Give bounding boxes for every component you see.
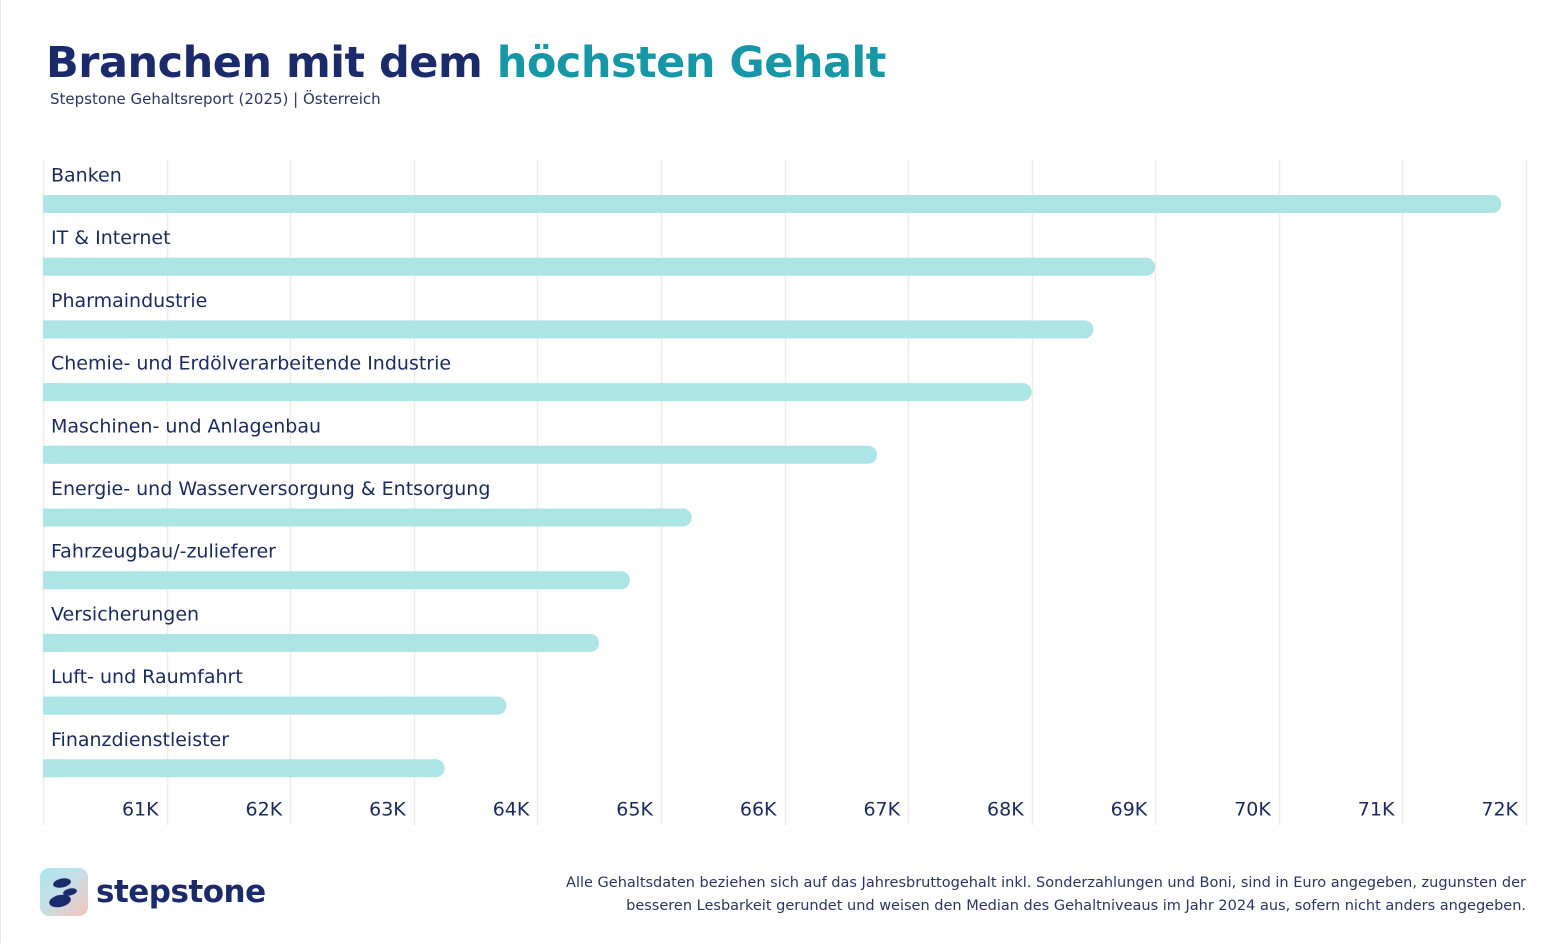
- bar: [43, 508, 692, 527]
- category-label: Pharmaindustrie: [51, 290, 207, 312]
- x-tick-label: 67K: [863, 799, 900, 821]
- bar: [43, 696, 507, 715]
- chart-subtitle: Stepstone Gehaltsreport (2025) | Österre…: [50, 90, 381, 108]
- bar: [43, 445, 878, 464]
- category-label: Banken: [51, 165, 122, 187]
- category-label: Chemie- und Erdölverarbeitende Industrie: [51, 353, 451, 375]
- x-tick-label: 68K: [987, 799, 1024, 821]
- footer-note-line-2: besseren Lesbarkeit gerundet und weisen …: [626, 898, 1526, 914]
- bar: [43, 383, 1032, 402]
- bar: [43, 195, 1502, 213]
- bar-left-cap: [43, 571, 61, 590]
- x-tick-label: 63K: [369, 799, 406, 821]
- bar-left-cap: [43, 696, 61, 715]
- category-label: IT & Internet: [51, 227, 171, 249]
- bar-left-cap: [43, 445, 61, 464]
- bar: [43, 257, 1156, 276]
- bar-left-cap: [43, 195, 61, 213]
- bar-chart: Banken IT & Internet Pharmaindustrie Chemie…: [42, 160, 1528, 825]
- bar: [43, 320, 1094, 339]
- chart-title: Branchen mit dem höchsten Gehalt: [46, 34, 886, 92]
- bar-left-cap: [43, 320, 61, 339]
- category-label: Versicherungen: [51, 603, 199, 625]
- x-tick-label: 69K: [1111, 799, 1148, 821]
- bar-left-cap: [43, 508, 61, 527]
- bar-left-cap: [43, 759, 61, 778]
- title-part-main: Branchen mit dem: [46, 38, 483, 88]
- category-label: Fahrzeugbau/-zulieferer: [51, 541, 276, 563]
- x-tick-label: 65K: [616, 799, 653, 821]
- title-part-accent: höchsten Gehalt: [496, 38, 887, 88]
- footer-note: Alle Gehaltsdaten beziehen sich auf das …: [426, 872, 1526, 918]
- stepstone-logo-icon: [40, 868, 88, 916]
- x-tick-label: 62K: [246, 799, 283, 821]
- category-label: Maschinen- und Anlagenbau: [51, 415, 321, 437]
- category-label: Energie- und Wasserversorgung & Entsorgu…: [51, 478, 490, 500]
- left-border: [0, 0, 1, 943]
- stepstone-logo-text: stepstone: [96, 874, 266, 910]
- x-tick-label: 72K: [1481, 799, 1518, 821]
- x-tick-label: 66K: [740, 799, 777, 821]
- bar-left-cap: [43, 383, 61, 402]
- x-tick-label: 70K: [1234, 799, 1271, 821]
- category-label: Luft- und Raumfahrt: [51, 666, 243, 688]
- bar: [43, 633, 600, 652]
- stepstone-logo: stepstone: [40, 868, 266, 916]
- x-tick-label: 64K: [493, 799, 530, 821]
- x-tick-label: 61K: [122, 799, 159, 821]
- bar-left-cap: [43, 633, 61, 652]
- bar: [43, 759, 445, 778]
- x-tick-label: 71K: [1358, 799, 1395, 821]
- footer-note-line-1: Alle Gehaltsdaten beziehen sich auf das …: [566, 875, 1526, 891]
- bar: [43, 571, 631, 590]
- category-label: Finanzdienstleister: [51, 729, 229, 751]
- bar-left-cap: [43, 257, 61, 276]
